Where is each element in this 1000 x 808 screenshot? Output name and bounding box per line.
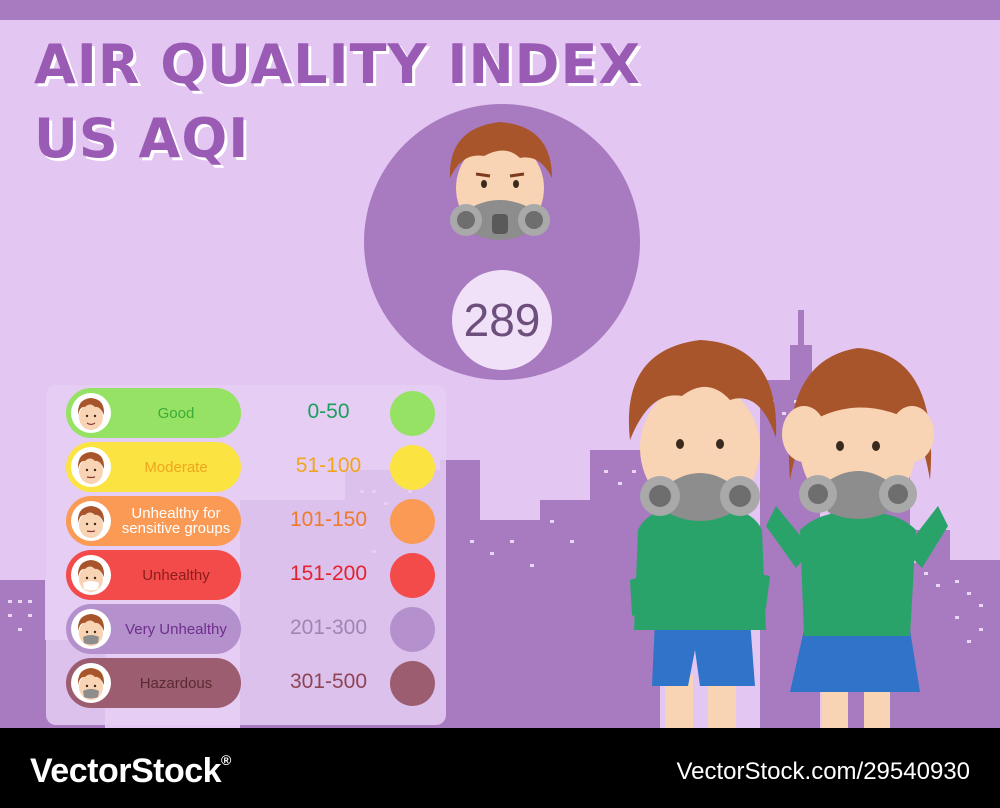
aqi-range-value: 151-200	[289, 562, 368, 585]
aqi-category-label: Unhealthy for sensitive groups	[121, 505, 231, 537]
aqi-category-label: Very Unhealthy	[125, 620, 227, 638]
children-with-gas-masks-illustration	[628, 340, 948, 728]
aqi-color-swatch	[390, 553, 435, 598]
brand-logo: VectorStock®	[30, 752, 231, 791]
aqi-color-swatch	[390, 607, 435, 652]
gas-mask-face-icon	[71, 609, 111, 649]
page-title-line-2: US AQI	[34, 107, 250, 170]
aqi-range-value: 51-100	[295, 454, 362, 477]
smiling-face-icon	[71, 393, 111, 433]
aqi-color-swatch	[390, 499, 435, 544]
image-id: VectorStock.com/29540930	[676, 758, 970, 785]
aqi-color-swatch	[390, 661, 435, 706]
worried-face-icon	[71, 501, 111, 541]
hazard-mask-face-icon	[71, 663, 111, 703]
page-title-line-1: AIR QUALITY INDEX	[34, 33, 642, 96]
aqi-color-swatch	[390, 391, 435, 436]
top-strip	[0, 0, 1000, 20]
aqi-category-label: Good	[157, 404, 195, 422]
brand-name: VectorStock	[30, 752, 222, 790]
aqi-color-swatch	[390, 445, 435, 490]
aqi-category-pill: Moderate	[66, 442, 241, 492]
aqi-scale-row: Good 0-50	[66, 388, 442, 438]
aqi-category-label: Hazardous	[139, 674, 213, 692]
face-mask-icon	[71, 555, 111, 595]
aqi-range-value: 0-50	[307, 400, 350, 423]
aqi-scale-row: Unhealthy for sensitive groups 101-150	[66, 496, 442, 546]
aqi-category-pill: Hazardous	[66, 658, 241, 708]
current-aqi-value: 289	[463, 294, 541, 346]
aqi-category-pill: Unhealthy	[66, 550, 241, 600]
aqi-category-label: Unhealthy	[142, 566, 210, 584]
aqi-range-value: 201-300	[289, 616, 368, 639]
aqi-poster: AIR QUALITY INDEX US AQI 289 Good 0-50 Mod…	[0, 0, 1000, 728]
aqi-category-pill: Good	[66, 388, 241, 438]
aqi-category-pill: Very Unhealthy	[66, 604, 241, 654]
boy-with-gas-mask-icon	[449, 122, 552, 240]
aqi-category-pill: Unhealthy for sensitive groups	[66, 496, 241, 546]
footer-bar	[0, 728, 1000, 808]
aqi-scale-row: Hazardous 301-500	[66, 658, 442, 708]
aqi-scale-row: Unhealthy 151-200	[66, 550, 442, 600]
aqi-range-value: 301-500	[289, 670, 368, 693]
aqi-range-value: 101-150	[289, 508, 368, 531]
aqi-category-label: Moderate	[144, 458, 208, 476]
registered-mark: ®	[221, 752, 231, 768]
aqi-scale-row: Very Unhealthy 201-300	[66, 604, 442, 654]
neutral-face-icon	[71, 447, 111, 487]
current-aqi-badge: 289	[452, 270, 552, 370]
aqi-scale-row: Moderate 51-100	[66, 442, 442, 492]
